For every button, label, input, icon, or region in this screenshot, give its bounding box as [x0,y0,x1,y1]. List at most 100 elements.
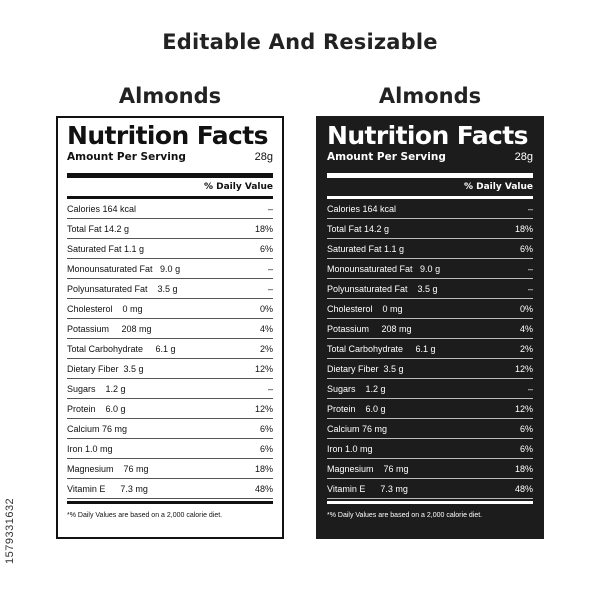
nutrient-daily-value: – [267,263,273,274]
nutrient-name: Monounsaturated Fat 9.0 g [67,263,181,274]
nutrient-name: Potassium 208 mg [327,323,412,334]
nutrient-row: Calories 164 kcal – [67,199,273,219]
nutrient-row: Calcium 76 mg 6% [327,419,533,439]
nutrient-row: Cholesterol 0 mg 0% [327,299,533,319]
thick-divider [327,173,533,178]
nutrient-list: Calories 164 kcal – Total Fat 14.2 g 18% Sat… [327,199,533,499]
divider [67,196,273,199]
nutrient-daily-value: 2% [259,343,273,354]
nutrient-row: Potassium 208 mg 4% [327,319,533,339]
nutrient-row: Sugars 1.2 g – [327,379,533,399]
nutrient-daily-value: 48% [254,483,273,494]
nutrient-daily-value: 12% [254,363,273,374]
nutrient-daily-value: 0% [519,303,533,314]
nutrient-daily-value: 18% [514,463,533,474]
nutrient-name: Dietary Fiber 3.5 g [67,363,144,374]
page-title: Editable And Resizable [162,30,438,54]
nutrition-facts-title: Nutrition Facts [327,121,529,150]
nutrient-row: Dietary Fiber 3.5 g 12% [327,359,533,379]
serving-size: 28g [514,151,533,163]
nutrient-row: Cholesterol 0 mg 0% [67,299,273,319]
nutrient-row: Protein 6.0 g 12% [327,399,533,419]
nutrient-daily-value: 6% [259,443,273,454]
nutrient-daily-value: 6% [259,423,273,434]
nutrient-daily-value: 12% [514,403,533,414]
nutrient-name: Vitamin E 7.3 mg [327,483,408,494]
nutrient-row: Saturated Fat 1.1 g 6% [327,239,533,259]
label-heading-light: Almonds [118,84,222,108]
nutrient-daily-value: – [267,203,273,214]
nutrient-daily-value: – [527,283,533,294]
nutrient-daily-value: 6% [519,423,533,434]
nutrient-name: Calcium 76 mg [327,423,388,434]
nutrient-name: Polyunsaturated Fat 3.5 g [327,283,438,294]
serving-row: Amount Per Serving 28g [67,151,273,171]
serving-label: Amount Per Serving [327,151,446,163]
footnote: *% Daily Values are based on a 2,000 cal… [67,512,223,519]
nutrient-daily-value: – [267,383,273,394]
nutrient-row: Total Fat 14.2 g 18% [67,219,273,239]
serving-size: 28g [254,151,273,163]
nutrient-row: Saturated Fat 1.1 g 6% [67,239,273,259]
nutrient-name: Total Fat 14.2 g [67,223,130,234]
nutrient-row: Vitamin E 7.3 mg 48% [67,479,273,499]
nutrient-name: Potassium 208 mg [67,323,152,334]
nutrient-row: Iron 1.0 mg 6% [327,439,533,459]
nutrient-row: Iron 1.0 mg 6% [67,439,273,459]
nutrient-row: Monounsaturated Fat 9.0 g – [327,259,533,279]
nutrient-row: Calcium 76 mg 6% [67,419,273,439]
nutrient-name: Saturated Fat 1.1 g [327,243,405,254]
nutrient-name: Total Fat 14.2 g [327,223,390,234]
nutrient-name: Magnesium 76 mg [327,463,409,474]
nutrient-daily-value: 12% [514,363,533,374]
nutrient-daily-value: – [527,263,533,274]
daily-value-header: % Daily Value [203,182,273,192]
nutrient-daily-value: 2% [519,343,533,354]
nutrient-daily-value: 6% [259,243,273,254]
nutrient-name: Vitamin E 7.3 mg [67,483,148,494]
nutrient-name: Polyunsaturated Fat 3.5 g [67,283,178,294]
nutrient-row: Total Carbohydrate 6.1 g 2% [327,339,533,359]
footnote: *% Daily Values are based on a 2,000 cal… [327,512,483,519]
nutrient-name: Magnesium 76 mg [67,463,149,474]
nutrient-daily-value: 6% [519,443,533,454]
daily-value-header: % Daily Value [463,182,533,192]
nutrient-name: Sugars 1.2 g [327,383,386,394]
stock-image-id: 1579331632 [4,497,16,564]
label-heading-dark: Almonds [378,84,482,108]
bottom-divider [327,501,533,504]
thick-divider [67,173,273,178]
nutrient-list: Calories 164 kcal – Total Fat 14.2 g 18% Sat… [67,199,273,499]
nutrient-daily-value: – [527,203,533,214]
nutrient-name: Calories 164 kcal [67,203,137,214]
nutrient-row: Magnesium 76 mg 18% [327,459,533,479]
nutrient-name: Iron 1.0 mg [67,443,113,454]
nutrient-name: Monounsaturated Fat 9.0 g [327,263,441,274]
nutrient-row: Polyunsaturated Fat 3.5 g – [67,279,273,299]
nutrient-name: Iron 1.0 mg [327,443,373,454]
nutrient-name: Total Carbohydrate 6.1 g [327,343,436,354]
nutrient-name: Calcium 76 mg [67,423,128,434]
divider [327,196,533,199]
nutrient-row: Potassium 208 mg 4% [67,319,273,339]
nutrient-row: Monounsaturated Fat 9.0 g – [67,259,273,279]
nutrient-row: Dietary Fiber 3.5 g 12% [67,359,273,379]
serving-row: Amount Per Serving 28g [327,151,533,171]
nutrient-name: Protein 6.0 g [327,403,386,414]
nutrient-daily-value: 48% [514,483,533,494]
nutrient-name: Sugars 1.2 g [67,383,126,394]
nutrient-row: Polyunsaturated Fat 3.5 g – [327,279,533,299]
serving-label: Amount Per Serving [67,151,186,163]
nutrient-name: Total Carbohydrate 6.1 g [67,343,176,354]
nutrient-daily-value: 6% [519,243,533,254]
nutrient-name: Saturated Fat 1.1 g [67,243,145,254]
nutrient-daily-value: 0% [259,303,273,314]
nutrient-name: Cholesterol 0 mg [327,303,403,314]
nutrient-row: Calories 164 kcal – [327,199,533,219]
nutrition-facts-title: Nutrition Facts [67,121,269,150]
nutrient-daily-value: 12% [254,403,273,414]
nutrient-daily-value: 18% [514,223,533,234]
nutrient-daily-value: 18% [254,463,273,474]
nutrient-name: Dietary Fiber 3.5 g [327,363,404,374]
nutrition-label-dark: Nutrition Facts Amount Per Serving 28g %… [316,116,544,539]
